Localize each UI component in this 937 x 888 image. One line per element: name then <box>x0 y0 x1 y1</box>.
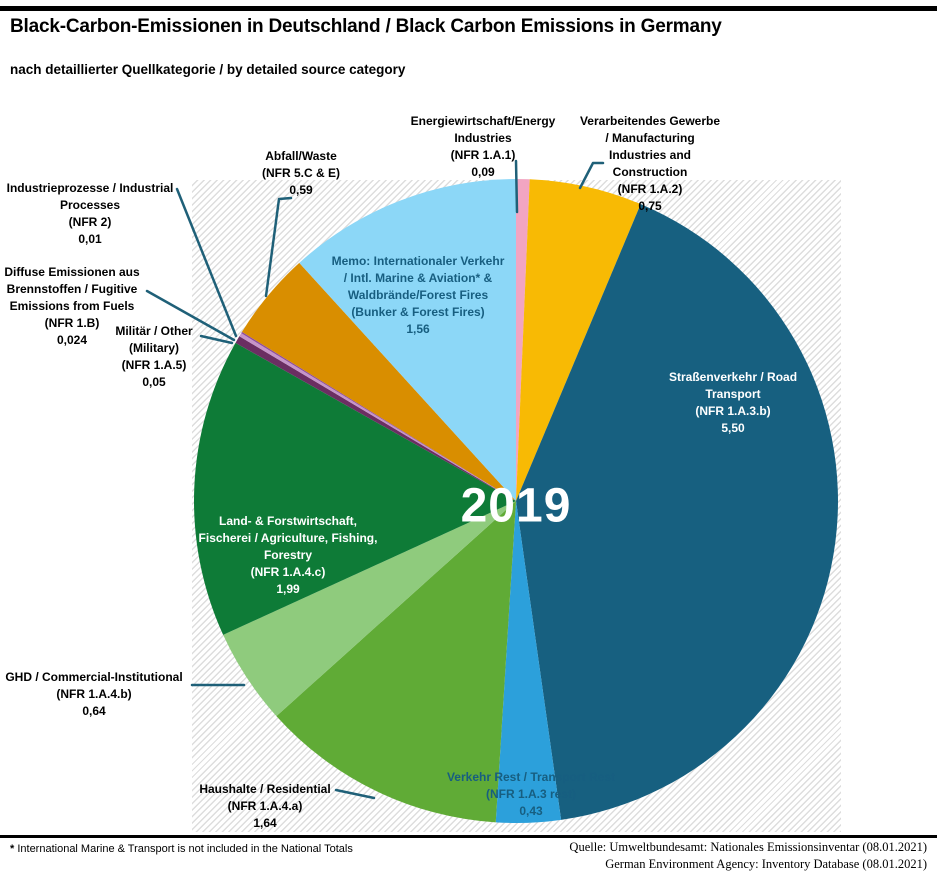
slice-label-line: 1,99 <box>276 582 300 596</box>
slice-label-line: Industries <box>454 131 512 145</box>
slice-label-memo-bunker-forest-fires: Memo: Internationaler Verkehr / Intl. Mar… <box>332 253 505 338</box>
slice-label-line: Abfall/Waste <box>265 149 337 163</box>
slice-label-line: (Bunker & Forest Fires) <box>351 305 485 319</box>
pie-slice-waste <box>242 262 516 501</box>
slice-label-line: Forestry <box>263 548 313 562</box>
slice-label-line: 0,43 <box>519 804 543 818</box>
slice-label-line: Energiewirtschaft/Energy <box>410 114 556 128</box>
slice-label-line: 0,05 <box>142 375 166 389</box>
slice-label-line: (Military) <box>128 341 179 355</box>
page-subtitle: nach detaillierter Quellkategorie / by d… <box>10 62 406 77</box>
leader-line-fugitive-emissions <box>145 289 236 342</box>
source-attribution: Quelle: Umweltbundesamt: Nationales Emis… <box>569 839 927 873</box>
page-title: Black-Carbon-Emissionen in Deutschland /… <box>10 16 722 37</box>
footnote-text: International Marine & Transport is not … <box>14 843 353 855</box>
slice-label-line: Fischerei / Agriculture, Fishing, <box>198 531 378 545</box>
slice-label-military: Militär / Other (Military) (NFR 1.A.5) 0,05 <box>115 323 192 391</box>
slice-label-line: (NFR 1.A.4.b) <box>56 687 132 701</box>
slice-label-industrial-processes: Industrieprozesse / Industrial Processes (… <box>7 180 174 248</box>
slice-label-manufacturing: Verarbeitendes Gewerbe / Manufacturing Ind… <box>580 113 720 215</box>
slice-label-line: 0,024 <box>56 333 88 347</box>
slice-label-line: Industrieprozesse / Industrial <box>6 181 174 195</box>
slice-label-line: Transport <box>705 387 761 401</box>
leader-line-residential <box>334 788 376 800</box>
source-line-english: German Environment Agency: Inventory Dat… <box>605 857 927 871</box>
slice-label-line: Brennstoffen / Fugitive <box>6 282 138 296</box>
pie-slice-manufacturing <box>516 179 641 502</box>
pie-slice-commercial-institutional <box>223 501 516 717</box>
leader-line-industrial-processes <box>175 187 238 338</box>
slice-label-line: (NFR 2) <box>68 215 112 229</box>
leader-line-energy-industries <box>514 159 519 214</box>
leader-line-military <box>199 334 234 345</box>
source-line-german: Quelle: Umweltbundesamt: Nationales Emis… <box>569 840 927 854</box>
footnote: * International Marine & Transport is no… <box>10 843 353 855</box>
slice-label-line: 0,59 <box>289 183 313 197</box>
slice-label-line: / Intl. Marine & Aviation* & <box>343 271 493 285</box>
slice-label-line: 0,09 <box>471 165 495 179</box>
slice-label-line: 0,01 <box>78 232 102 246</box>
slice-label-line: Land- & Forstwirtschaft, <box>218 514 358 528</box>
slice-label-line: Industries and <box>608 148 692 162</box>
slice-label-fugitive-emissions: Diffuse Emissionen aus Brennstoffen / Fug… <box>4 264 139 349</box>
slice-label-line: Diffuse Emissionen aus <box>4 265 140 279</box>
slice-label-line: (NFR 5.C & E) <box>262 166 340 180</box>
slice-label-line: (NFR 1.A.3.b) <box>695 404 771 418</box>
pie-slice-military <box>235 336 516 501</box>
slice-label-line: Verkehr Rest / Transport Rest <box>446 770 616 784</box>
top-divider <box>0 6 937 11</box>
slice-label-line: (NFR 1.A.2) <box>617 182 683 196</box>
slice-label-agriculture-fishing-forestry: Land- & Forstwirtschaft, Fischerei / Agri… <box>199 513 378 598</box>
slice-label-commercial-institutional: GHD / Commercial-Institutional (NFR 1.A.4… <box>5 669 182 720</box>
slice-label-line: 1,64 <box>253 816 277 830</box>
slice-label-line: (NFR 1.A.1) <box>450 148 516 162</box>
pie-slice-industrial-processes <box>241 331 516 501</box>
slice-label-line: 5,50 <box>721 421 745 435</box>
slice-label-line: (NFR 1.A.4.c) <box>250 565 326 579</box>
leader-line-manufacturing <box>578 161 605 190</box>
slice-label-line: 0,75 <box>638 199 662 213</box>
slice-label-line: (NFR 1.A.4.a) <box>227 799 303 813</box>
slice-label-residential: Haushalte / Residential (NFR 1.A.4.a) 1,64 <box>199 781 330 832</box>
leader-line-waste <box>264 196 293 298</box>
slice-label-line: (NFR 1.B) <box>44 316 100 330</box>
pie-slice-transport-rest <box>495 501 562 823</box>
slice-label-line: (NFR 1.A.5) <box>121 358 187 372</box>
slice-label-line: 1,56 <box>406 322 430 336</box>
slice-label-transport-rest: Verkehr Rest / Transport Rest (NFR 1.A.3 … <box>447 769 615 820</box>
slice-label-line: 0,64 <box>82 704 106 718</box>
pie-slice-energy-industries <box>516 178 530 501</box>
slice-label-energy-industries: Energiewirtschaft/Energy Industries (NFR 1… <box>411 113 556 181</box>
pie-slice-fugitive-emissions <box>239 333 516 501</box>
slice-label-waste: Abfall/Waste (NFR 5.C & E) 0,59 <box>262 148 340 199</box>
slice-label-road-transport: Straßenverkehr / Road Transport (NFR 1.A.3… <box>669 369 797 437</box>
center-year-label: 2019 <box>460 479 572 533</box>
pie-slice-agriculture-fishing-forestry <box>193 342 516 635</box>
slice-label-line: Construction <box>612 165 688 179</box>
slice-label-line: Militär / Other <box>115 324 193 338</box>
slice-label-line: Haushalte / Residential <box>199 782 331 796</box>
slice-label-line: Processes <box>59 198 121 212</box>
slice-label-line: Verarbeitendes Gewerbe <box>579 114 721 128</box>
slice-label-line: (NFR 1.A.3 rest) <box>485 787 577 801</box>
slice-label-line: GHD / Commercial-Institutional <box>5 670 183 684</box>
pie-slice-road-transport <box>516 204 838 820</box>
slice-label-line: Emissions from Fuels <box>9 299 135 313</box>
slice-label-line: / Manufacturing <box>605 131 695 145</box>
slice-label-line: Memo: Internationaler Verkehr <box>331 254 505 268</box>
pie-slice-memo-bunker-forest-fires <box>299 179 516 501</box>
slice-label-line: Straßenverkehr / Road <box>668 370 798 384</box>
slice-label-line: Waldbrände/Forest Fires <box>347 288 489 302</box>
pie-slice-residential <box>276 501 516 823</box>
bottom-divider <box>0 835 937 838</box>
footnote-asterisk: * <box>10 843 15 855</box>
